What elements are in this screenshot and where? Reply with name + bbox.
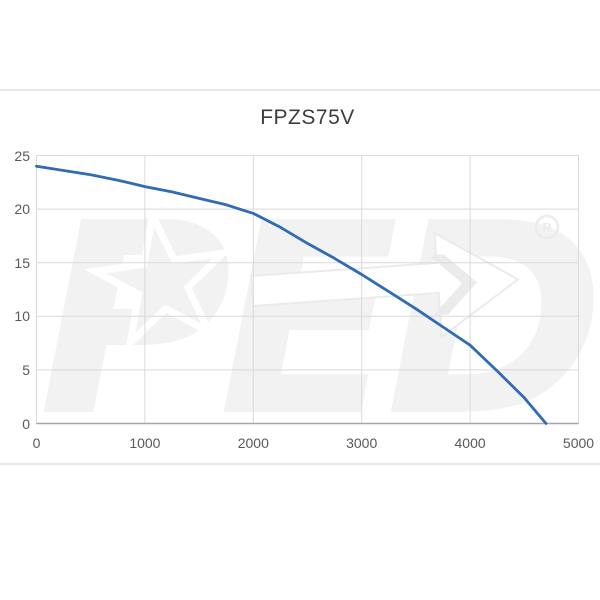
top-divider bbox=[0, 89, 600, 91]
y-tick-label: 0 bbox=[22, 415, 30, 432]
y-tick-label: 25 bbox=[14, 147, 30, 164]
arrow-icon bbox=[249, 231, 520, 339]
x-tick-label: 0 bbox=[32, 435, 41, 451]
x-tick-label: 2000 bbox=[237, 435, 269, 451]
chart-title: FPZS75V bbox=[260, 106, 355, 129]
x-tick-label: 5000 bbox=[562, 435, 595, 451]
x-tick-label: 1000 bbox=[129, 435, 161, 451]
y-tick-label: 20 bbox=[14, 201, 30, 218]
registered-trademark-icon bbox=[534, 214, 560, 240]
gridlines bbox=[36, 155, 579, 425]
registered-trademark-letter: R bbox=[542, 220, 552, 235]
y-tick-label: 10 bbox=[14, 308, 30, 325]
y-tick-label: 5 bbox=[22, 361, 30, 378]
star-icon bbox=[83, 204, 234, 353]
x-tick-label: 4000 bbox=[454, 435, 486, 451]
x-tick-label: 3000 bbox=[346, 435, 378, 451]
y-tick-label: 15 bbox=[14, 254, 30, 271]
performance-curve bbox=[35, 164, 548, 425]
bottom-divider bbox=[0, 463, 600, 465]
watermark-text: PED bbox=[38, 167, 596, 475]
